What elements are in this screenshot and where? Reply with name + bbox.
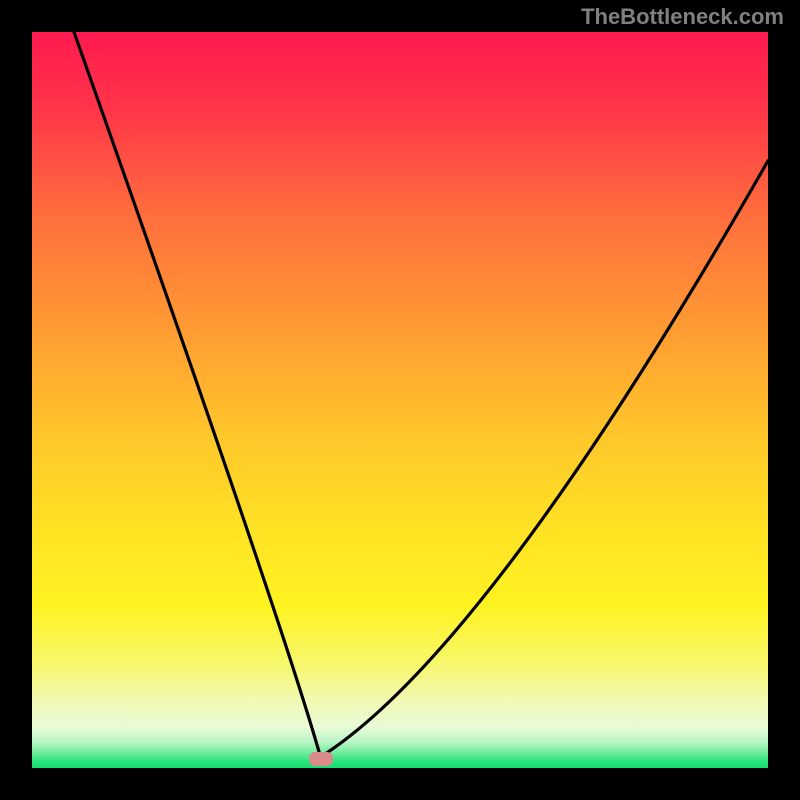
watermark-text: TheBottleneck.com bbox=[581, 4, 784, 30]
bottleneck-curve bbox=[32, 32, 768, 768]
plot-area bbox=[32, 32, 768, 768]
curve-path bbox=[69, 32, 768, 757]
optimal-point-marker bbox=[309, 752, 333, 766]
